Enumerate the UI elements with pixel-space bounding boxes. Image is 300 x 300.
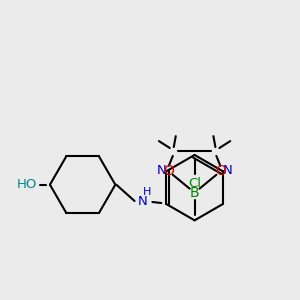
Text: B: B: [190, 186, 200, 200]
Text: O: O: [164, 164, 174, 178]
Text: N: N: [156, 164, 166, 177]
Text: H: H: [143, 187, 152, 197]
Text: N: N: [138, 194, 147, 208]
Text: N: N: [223, 164, 233, 177]
Text: Cl: Cl: [188, 177, 201, 190]
Text: O: O: [215, 164, 226, 178]
Text: HO: HO: [17, 178, 37, 191]
